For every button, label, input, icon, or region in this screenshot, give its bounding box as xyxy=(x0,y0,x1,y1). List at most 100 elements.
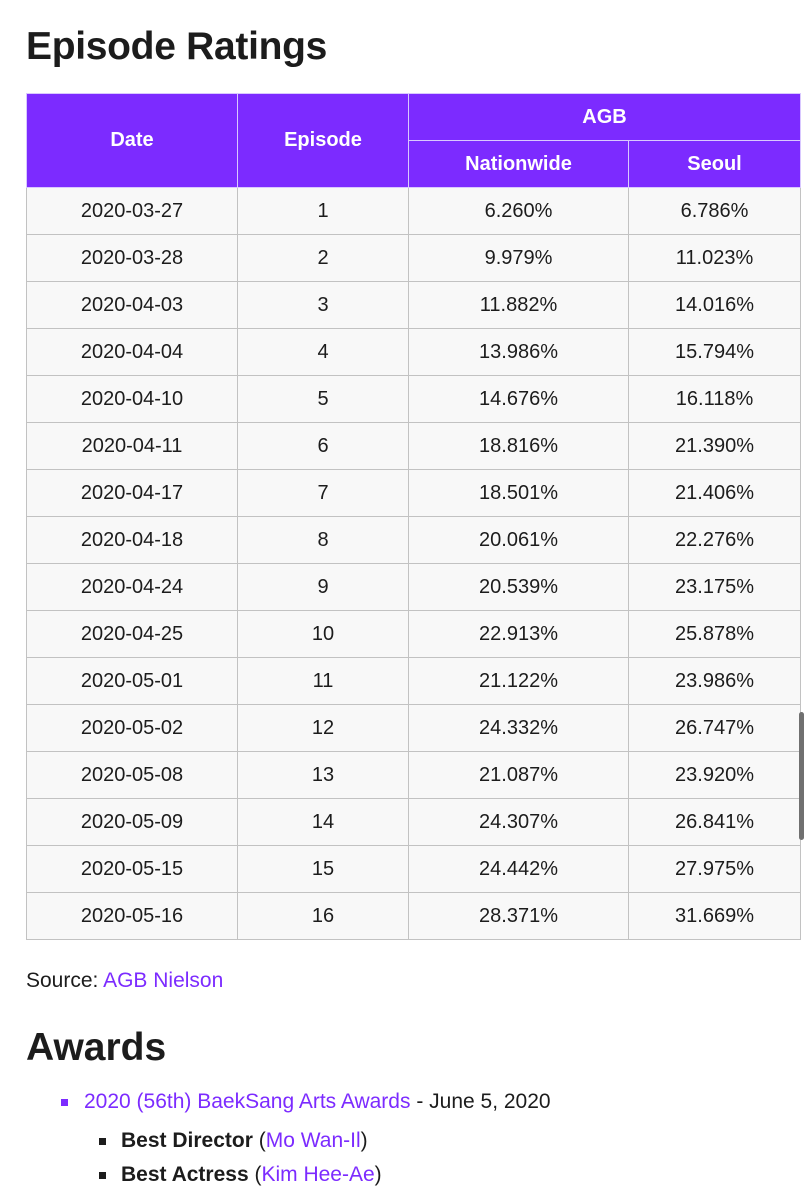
table-row: 2020-04-03 3 11.882% 14.016% xyxy=(26,281,802,329)
header-nationwide: Nationwide xyxy=(408,140,629,188)
ratings-heading: Episode Ratings xyxy=(26,25,328,68)
cell-date: 2020-04-17 xyxy=(26,469,238,517)
source-link-agb-nielson[interactable]: AGB Nielson xyxy=(103,969,224,992)
cell-nationwide: 24.307% xyxy=(408,798,629,846)
cell-seoul: 26.841% xyxy=(627,798,802,846)
cell-episode: 5 xyxy=(237,375,409,423)
cell-seoul: 23.175% xyxy=(627,563,802,611)
cell-seoul: 22.276% xyxy=(627,516,802,564)
cell-episode: 7 xyxy=(237,469,409,517)
cell-nationwide: 11.882% xyxy=(408,281,629,329)
table-row: 2020-05-15 15 24.442% 27.975% xyxy=(26,845,802,893)
cell-seoul: 31.669% xyxy=(627,892,802,940)
award-event-item: 2020 (56th) BaekSang Arts Awards - June … xyxy=(26,1086,551,1192)
award-category-item: Best Actress (Kim Hee-Ae) xyxy=(84,1158,551,1192)
table-row: 2020-03-27 1 6.260% 6.786% xyxy=(26,187,802,235)
cell-nationwide: 22.913% xyxy=(408,610,629,658)
cell-nationwide: 6.260% xyxy=(408,187,629,235)
cell-nationwide: 13.986% xyxy=(408,328,629,376)
cell-nationwide: 28.371% xyxy=(408,892,629,940)
cell-nationwide: 24.442% xyxy=(408,845,629,893)
award-person-link[interactable]: Mo Wan-Il xyxy=(265,1129,361,1152)
source-line: Source: AGB Nielson xyxy=(26,967,223,995)
cell-date: 2020-04-11 xyxy=(26,422,238,470)
bullet-icon xyxy=(99,1172,106,1179)
cell-seoul: 21.406% xyxy=(627,469,802,517)
paren-open: ( xyxy=(252,1129,266,1152)
award-category: Best Director xyxy=(121,1129,253,1152)
scrollbar[interactable] xyxy=(799,712,804,840)
cell-seoul: 26.747% xyxy=(627,704,802,752)
cell-seoul: 11.023% xyxy=(627,234,802,282)
cell-episode: 14 xyxy=(237,798,409,846)
cell-nationwide: 18.501% xyxy=(408,469,629,517)
cell-date: 2020-04-24 xyxy=(26,563,238,611)
cell-episode: 16 xyxy=(237,892,409,940)
cell-episode: 1 xyxy=(237,187,409,235)
cell-episode: 8 xyxy=(237,516,409,564)
cell-nationwide: 20.539% xyxy=(408,563,629,611)
cell-date: 2020-04-10 xyxy=(26,375,238,423)
table-row: 2020-04-04 4 13.986% 15.794% xyxy=(26,328,802,376)
source-label: Source: xyxy=(26,969,104,992)
cell-date: 2020-05-16 xyxy=(26,892,238,940)
table-row: 2020-04-25 10 22.913% 25.878% xyxy=(26,610,802,658)
cell-date: 2020-04-25 xyxy=(26,610,238,658)
cell-date: 2020-05-15 xyxy=(26,845,238,893)
cell-nationwide: 9.979% xyxy=(408,234,629,282)
award-event-link[interactable]: 2020 (56th) BaekSang Arts Awards xyxy=(84,1090,411,1113)
awards-heading: Awards xyxy=(26,1026,167,1069)
header-seoul: Seoul xyxy=(627,140,802,188)
header-episode: Episode xyxy=(237,93,409,188)
cell-seoul: 27.975% xyxy=(627,845,802,893)
award-category: Best Actress xyxy=(121,1163,249,1186)
table-row: 2020-05-08 13 21.087% 23.920% xyxy=(26,751,802,799)
cell-nationwide: 21.087% xyxy=(408,751,629,799)
paren-close: ) xyxy=(360,1129,368,1152)
cell-date: 2020-04-04 xyxy=(26,328,238,376)
cell-episode: 15 xyxy=(237,845,409,893)
cell-date: 2020-03-27 xyxy=(26,187,238,235)
header-date: Date xyxy=(26,93,238,188)
cell-nationwide: 20.061% xyxy=(408,516,629,564)
cell-episode: 4 xyxy=(237,328,409,376)
table-row: 2020-05-16 16 28.371% 31.669% xyxy=(26,892,802,940)
paren-close: ) xyxy=(374,1163,382,1186)
ratings-table: Date Episode AGB Nationwide Seoul 2020-0… xyxy=(26,93,802,940)
table-row: 2020-04-11 6 18.816% 21.390% xyxy=(26,422,802,470)
cell-nationwide: 21.122% xyxy=(408,657,629,705)
cell-episode: 11 xyxy=(237,657,409,705)
table-row: 2020-04-18 8 20.061% 22.276% xyxy=(26,516,802,564)
cell-date: 2020-04-03 xyxy=(26,281,238,329)
cell-seoul: 6.786% xyxy=(627,187,802,235)
table-row: 2020-05-09 14 24.307% 26.841% xyxy=(26,798,802,846)
cell-seoul: 14.016% xyxy=(627,281,802,329)
bullet-icon xyxy=(61,1099,68,1106)
award-category-item: Best Director (Mo Wan-Il) xyxy=(84,1124,551,1158)
cell-date: 2020-05-02 xyxy=(26,704,238,752)
bullet-icon xyxy=(99,1138,106,1145)
cell-episode: 9 xyxy=(237,563,409,611)
table-row: 2020-03-28 2 9.979% 11.023% xyxy=(26,234,802,282)
cell-seoul: 15.794% xyxy=(627,328,802,376)
cell-episode: 2 xyxy=(237,234,409,282)
cell-episode: 6 xyxy=(237,422,409,470)
table-row: 2020-04-10 5 14.676% 16.118% xyxy=(26,375,802,423)
awards-list: 2020 (56th) BaekSang Arts Awards - June … xyxy=(26,1086,551,1192)
cell-seoul: 21.390% xyxy=(627,422,802,470)
header-agb: AGB xyxy=(407,93,802,141)
award-event-date: - June 5, 2020 xyxy=(410,1090,551,1113)
cell-nationwide: 14.676% xyxy=(408,375,629,423)
cell-episode: 10 xyxy=(237,610,409,658)
cell-nationwide: 18.816% xyxy=(408,422,629,470)
cell-episode: 13 xyxy=(237,751,409,799)
award-person-link[interactable]: Kim Hee-Ae xyxy=(261,1163,375,1186)
cell-episode: 12 xyxy=(237,704,409,752)
table-row: 2020-04-24 9 20.539% 23.175% xyxy=(26,563,802,611)
table-row: 2020-05-02 12 24.332% 26.747% xyxy=(26,704,802,752)
cell-date: 2020-04-18 xyxy=(26,516,238,564)
cell-nationwide: 24.332% xyxy=(408,704,629,752)
cell-seoul: 16.118% xyxy=(627,375,802,423)
cell-date: 2020-03-28 xyxy=(26,234,238,282)
table-row: 2020-05-01 11 21.122% 23.986% xyxy=(26,657,802,705)
